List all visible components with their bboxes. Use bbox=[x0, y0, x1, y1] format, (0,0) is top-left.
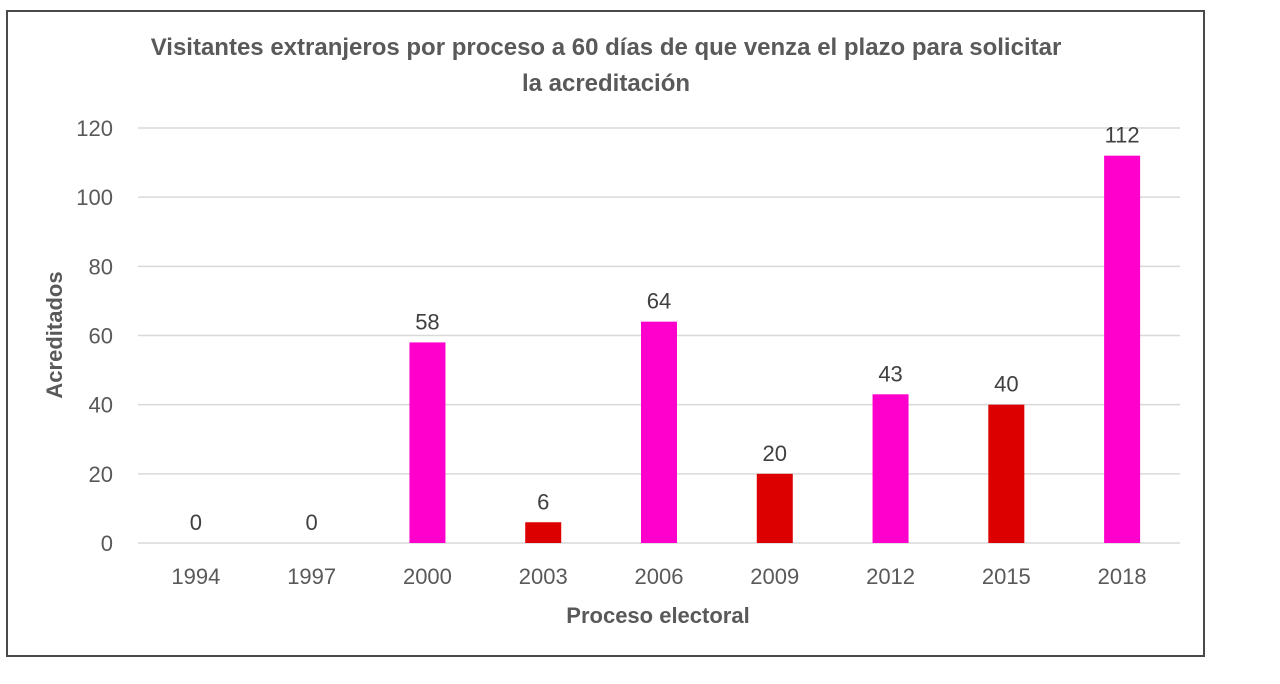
data-label-2009: 20 bbox=[763, 441, 787, 466]
bar-2009 bbox=[756, 473, 793, 543]
chart-title: Visitantes extranjeros por proceso a 60 … bbox=[151, 34, 1062, 97]
y-tick-label: 40 bbox=[89, 393, 113, 418]
y-axis-ticks: 0 20 40 60 80 100 120 bbox=[76, 116, 113, 556]
data-label-2018: 112 bbox=[1105, 123, 1140, 148]
x-tick-label: 2003 bbox=[519, 564, 568, 589]
data-label-2012: 43 bbox=[878, 361, 902, 386]
y-axis-label: Acreditados bbox=[42, 271, 67, 398]
x-tick-label: 2012 bbox=[866, 564, 915, 589]
bar-2006 bbox=[641, 321, 677, 543]
x-tick-label: 1997 bbox=[287, 564, 336, 589]
data-label-2006: 64 bbox=[647, 289, 671, 314]
x-tick-label: 2015 bbox=[982, 564, 1031, 589]
x-tick-label: 1994 bbox=[171, 564, 220, 589]
data-label-1997: 0 bbox=[306, 510, 318, 535]
bar-2000 bbox=[409, 342, 446, 543]
chart-frame bbox=[6, 10, 1205, 657]
y-tick-label: 120 bbox=[76, 116, 113, 141]
y-tick-label: 80 bbox=[89, 254, 113, 279]
x-axis-ticks: 1994 1997 2000 2003 2006 2009 2012 2015 2018 bbox=[171, 564, 1146, 589]
x-axis-label: Proceso electoral bbox=[566, 603, 749, 628]
bar-2015 bbox=[988, 404, 1025, 543]
x-tick-label: 2009 bbox=[750, 564, 799, 589]
x-tick-label: 2006 bbox=[635, 564, 684, 589]
x-tick-label: 2018 bbox=[1098, 564, 1147, 589]
y-tick-label: 100 bbox=[76, 185, 113, 210]
data-label-2015: 40 bbox=[994, 372, 1018, 397]
x-tick-label: 2000 bbox=[403, 564, 452, 589]
data-labels: 0 0 58 6 64 20 43 40 112 bbox=[190, 123, 1140, 535]
chart-title-line-2: la acreditación bbox=[522, 70, 690, 97]
bar-2018 bbox=[1104, 155, 1141, 543]
data-label-1994: 0 bbox=[190, 510, 202, 535]
bars bbox=[409, 155, 1141, 543]
chart-title-line-1: Visitantes extranjeros por proceso a 60 … bbox=[151, 34, 1062, 61]
bar-2012 bbox=[872, 394, 909, 543]
data-label-2003: 6 bbox=[537, 489, 549, 514]
data-label-2000: 58 bbox=[415, 309, 439, 334]
bar-2003 bbox=[525, 522, 562, 543]
y-tick-label: 0 bbox=[101, 531, 113, 556]
y-tick-label: 60 bbox=[89, 324, 113, 349]
y-tick-label: 20 bbox=[89, 462, 113, 487]
